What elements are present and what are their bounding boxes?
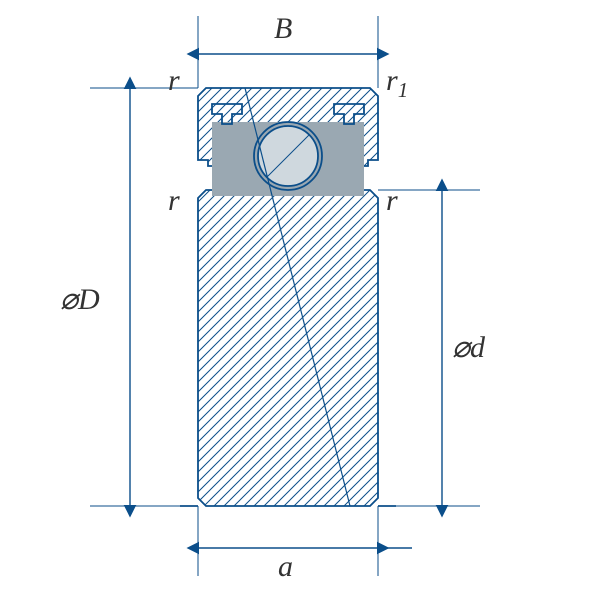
chamfer-label-r-top-left: r	[168, 64, 180, 98]
dim-label-D: ⌀D	[60, 282, 100, 317]
dim-label-a: a	[278, 550, 293, 584]
dim-label-d: ⌀d	[452, 330, 485, 365]
chamfer-label-r1-top-right: r1	[386, 64, 408, 103]
chamfer-label-r-inner-left: r	[168, 184, 180, 218]
dim-label-B: B	[274, 12, 292, 46]
chamfer-label-r-inner-right: r	[386, 184, 398, 218]
